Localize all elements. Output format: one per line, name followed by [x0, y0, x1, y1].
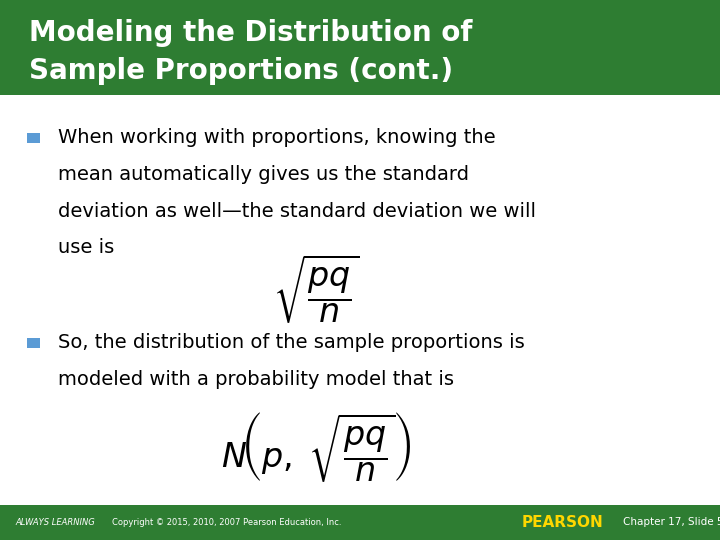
Text: Chapter 17, Slide 5: Chapter 17, Slide 5	[623, 517, 720, 528]
Text: Sample Proportions (cont.): Sample Proportions (cont.)	[29, 57, 453, 85]
FancyBboxPatch shape	[0, 505, 720, 540]
Text: Copyright © 2015, 2010, 2007 Pearson Education, Inc.: Copyright © 2015, 2010, 2007 Pearson Edu…	[112, 518, 341, 527]
FancyBboxPatch shape	[0, 0, 720, 94]
Bar	[27, 133, 40, 143]
Text: ALWAYS LEARNING: ALWAYS LEARNING	[16, 518, 96, 527]
Text: $\sqrt{\dfrac{pq}{n}}$: $\sqrt{\dfrac{pq}{n}}$	[274, 252, 360, 325]
Text: So, the distribution of the sample proportions is: So, the distribution of the sample propo…	[58, 333, 524, 353]
Text: When working with proportions, knowing the: When working with proportions, knowing t…	[58, 128, 495, 147]
Text: Modeling the Distribution of: Modeling the Distribution of	[29, 19, 472, 47]
Text: deviation as well—the standard deviation we will: deviation as well—the standard deviation…	[58, 201, 536, 221]
Text: mean automatically gives us the standard: mean automatically gives us the standard	[58, 165, 469, 184]
Text: PEARSON: PEARSON	[522, 515, 604, 530]
Text: $N\!\left(p,\;\sqrt{\dfrac{pq}{n}}\right)$: $N\!\left(p,\;\sqrt{\dfrac{pq}{n}}\right…	[222, 410, 412, 484]
Text: modeled with a probability model that is: modeled with a probability model that is	[58, 370, 454, 389]
Text: use is: use is	[58, 238, 114, 258]
Bar	[27, 338, 40, 348]
